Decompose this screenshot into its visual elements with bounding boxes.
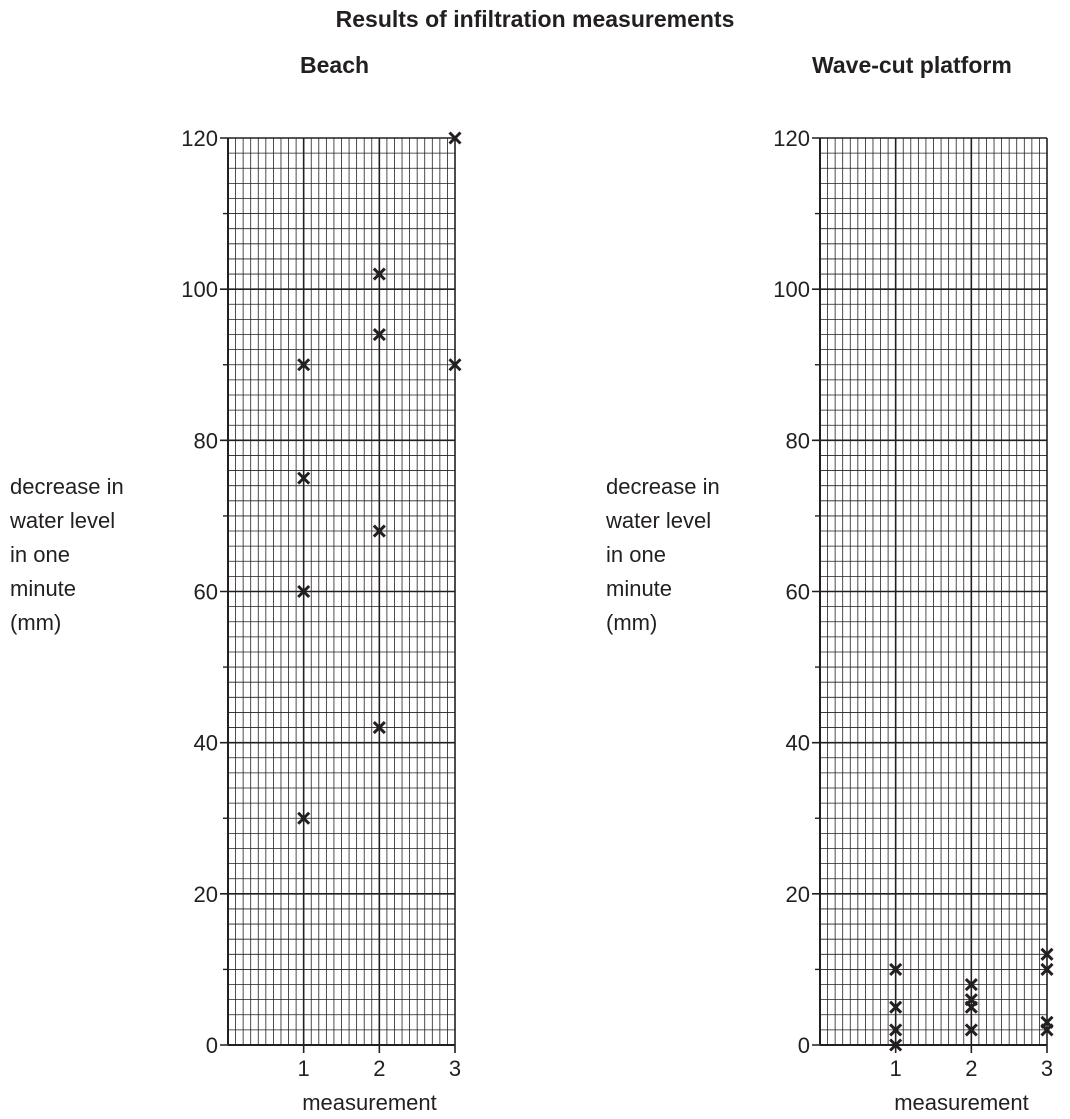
y-tick-label: 100 [181,277,218,302]
y-tick-label: 40 [786,731,810,756]
y-tick-label: 0 [206,1033,218,1058]
y-tick-label: 60 [786,580,810,605]
y-tick-label: 100 [773,277,810,302]
x-tick-label: 2 [965,1056,977,1081]
y-tick-label: 20 [194,882,218,907]
y-tick-label: 60 [194,580,218,605]
x-tick-label: 3 [1041,1056,1053,1081]
beach-major-grid [220,138,455,1053]
y-tick-label: 20 [786,882,810,907]
x-tick-label: 3 [449,1056,461,1081]
y-tick-label: 80 [194,428,218,453]
wave-cut-x-axis-label: measurement [894,1090,1029,1115]
x-tick-label: 1 [298,1056,310,1081]
y-tick-label: 120 [773,126,810,151]
beach-chart: 0 20 40 60 80 100 120 1 2 3 measurement [181,126,461,1115]
beach-x-axis-label: measurement [302,1090,437,1115]
x-tick-label: 1 [890,1056,902,1081]
wave-cut-major-grid [812,138,1047,1053]
y-tick-label: 80 [786,428,810,453]
wave-cut-chart: 0 20 40 60 80 100 120 1 2 3 measurement [773,126,1053,1115]
y-tick-label: 40 [194,731,218,756]
x-tick-label: 2 [373,1056,385,1081]
y-tick-label: 0 [798,1033,810,1058]
y-tick-label: 120 [181,126,218,151]
